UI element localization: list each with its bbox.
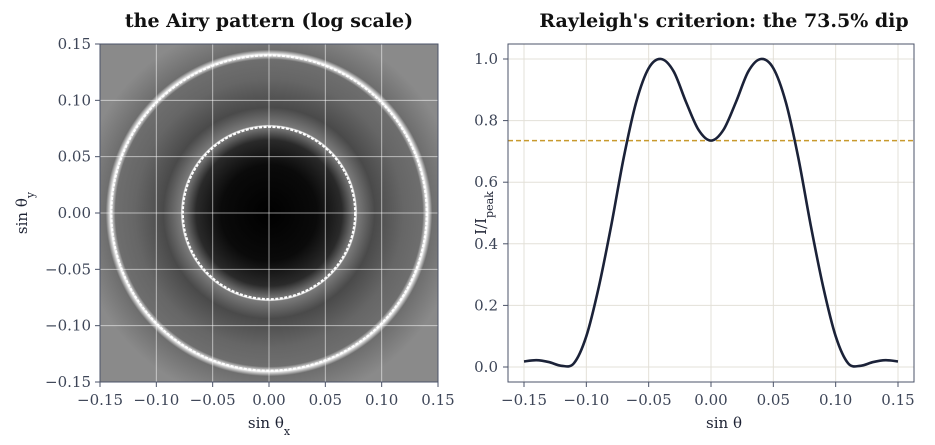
line-x-tick-label: −0.15 [501,391,547,409]
airy-x-axis-label: sin θx [248,414,291,438]
rayleigh-x-axis-label: sin θ [706,414,742,432]
heatmap-x-tick-label: −0.05 [190,391,236,409]
line-x-tick-label: −0.05 [626,391,672,409]
line-y-tick-label: 0.0 [474,358,498,376]
heatmap-x-tick-label: −0.15 [77,391,123,409]
line-x-tick-label: 0.10 [819,391,852,409]
line-y-tick-label: 0.2 [474,296,498,314]
heatmap-y-tick-label: 0.00 [58,204,91,222]
line-y-tick-label: 1.0 [474,50,498,68]
heatmap-x-tick-label: 0.00 [252,391,285,409]
line-x-tick-label: 0.00 [694,391,727,409]
heatmap-x-tick-label: −0.10 [133,391,179,409]
line-x-tick-label: −0.10 [563,391,609,409]
heatmap-x-tick-label: 0.15 [421,391,454,409]
rayleigh-title: Rayleigh's criterion: the 73.5% dip [539,10,908,32]
rayleigh-y-axis-label: I/Ipeak [472,191,496,235]
line-y-tick-label: 0.8 [474,112,498,130]
intensity-curve [523,57,899,368]
rayleigh-panel: Rayleigh's criterion: the 73.5% dip −0.1… [472,10,915,432]
line-y-tick-label: 0.4 [474,235,498,253]
heatmap-y-tick-label: −0.10 [45,317,91,335]
heatmap-y-tick-label: 0.05 [58,148,91,166]
line-x-tick-label: 0.15 [881,391,914,409]
airy-pattern-title: the Airy pattern (log scale) [125,10,413,32]
airy-pattern-panel: the Airy pattern (log scale) −0.15 −0.10−… [13,10,455,438]
heatmap-x-tick-label: 0.05 [309,391,342,409]
heatmap-y-tick-label: 0.10 [58,91,91,109]
line-x-tick-label: 0.05 [757,391,790,409]
airy-y-axis-label: sin θy [13,191,37,234]
heatmap-y-tick-label: −0.05 [45,260,91,278]
heatmap-y-tick-label: 0.15 [58,35,91,53]
heatmap-y-tick-label: −0.15 [45,373,91,391]
line-y-tick-label: 0.6 [474,173,498,191]
heatmap-x-tick-label: 0.10 [365,391,398,409]
